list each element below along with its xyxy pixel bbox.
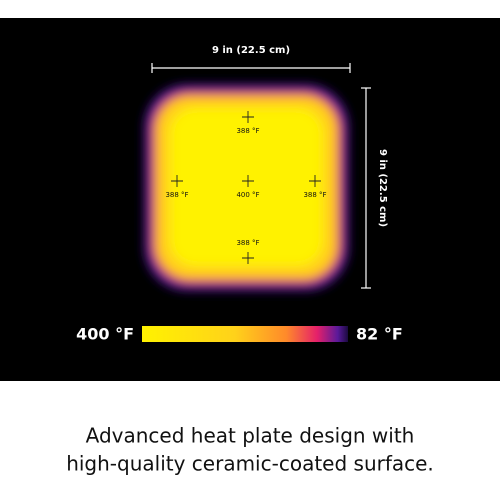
temperature-label: 388 °F <box>165 191 188 199</box>
scale-max: 400 °F <box>76 325 134 344</box>
color-scale <box>142 326 348 342</box>
height-label: 9 in (22.5 cm) <box>377 149 388 227</box>
caption-line: Advanced heat plate design with <box>86 424 415 448</box>
temperature-label: 388 °F <box>236 127 259 135</box>
crosshair <box>242 175 254 187</box>
crosshair <box>242 252 254 264</box>
caption-line: high-quality ceramic-coated surface. <box>66 452 434 476</box>
width-dimension <box>151 63 351 73</box>
temperature-label: 388 °F <box>303 191 326 199</box>
scale-min: 82 °F <box>356 325 403 344</box>
temperature-label: 400 °F <box>236 191 259 199</box>
temperature-label: 388 °F <box>236 239 259 247</box>
width-label: 9 in (22.5 cm) <box>212 45 290 56</box>
thermal-plate <box>143 83 350 292</box>
crosshair <box>171 175 183 187</box>
crosshair <box>309 175 321 187</box>
height-dimension <box>361 87 371 289</box>
crosshair <box>242 111 254 123</box>
